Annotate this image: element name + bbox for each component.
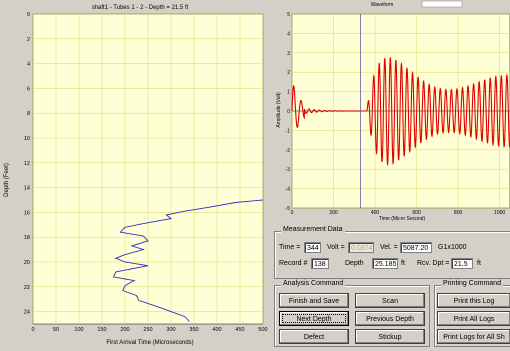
waveform-svg: Waveform 5 4 3 2 1 0 -1 -2 -3 -4 -5 0 200 400 600 800 1…	[272, 0, 510, 222]
velocity-label: Vel. =	[380, 244, 398, 251]
x-tick-label: 300	[166, 327, 175, 333]
volt-label: Volt =	[327, 244, 345, 251]
analysis-command-group: Analysis Command Finish and Save Scan Ne…	[274, 280, 430, 347]
x-tick-label: 1000	[494, 210, 505, 216]
x-tick-label: 0	[31, 327, 34, 333]
depth-field[interactable]: 25.185	[372, 258, 398, 269]
waveform-line	[291, 57, 510, 167]
depth-chart-title: shaft1 - Tubes 1 - 2 - Depth = 21.5 ft	[92, 5, 189, 11]
y-tick-label: -5	[286, 206, 291, 212]
printing-command-title: Printing Command	[441, 280, 503, 287]
record-label: Record #	[279, 260, 308, 267]
volt-field[interactable]: 0.0374	[348, 242, 374, 253]
x-tick-label: 600	[412, 210, 421, 216]
print-all-logs-button[interactable]: Print All Logs	[437, 311, 510, 326]
first-arrival-line	[112, 199, 264, 322]
y-tick-label: 4	[287, 31, 290, 37]
y-tick-label: 0	[27, 12, 30, 18]
x-tick-label: 400	[212, 327, 221, 333]
y-tick-label: 10	[24, 136, 30, 142]
measurement-data-title: Measurement Data	[281, 226, 345, 233]
analysis-command-title: Analysis Command	[281, 280, 346, 287]
y-tick-label: 8	[27, 111, 30, 117]
depth-profile-svg: shaft1 - Tubes 1 - 2 - Depth = 21.5 ft 0…	[4, 5, 268, 346]
time-field[interactable]: 344	[304, 242, 321, 253]
y-tick-label: -3	[286, 167, 291, 173]
receiver-depth-field[interactable]: 21.5	[451, 258, 473, 269]
x-tick-label: 150	[97, 327, 106, 333]
y-tick-label: 22	[24, 285, 30, 291]
scan-button[interactable]: Scan	[355, 293, 425, 308]
y-tick-label: 1	[287, 90, 290, 96]
y-tick-label: 2	[287, 70, 290, 76]
depth-axis-label: Depth (Feet)	[4, 163, 10, 197]
waveform-title: Waveform	[371, 2, 394, 8]
y-tick-label: 6	[27, 86, 30, 92]
y-tick-label: 14	[24, 186, 30, 192]
measurement-data-group: Measurement Data Time = 344 Volt = 0.037…	[274, 226, 510, 279]
record-field[interactable]: 138	[311, 258, 329, 269]
x-tick-label: 450	[235, 327, 244, 333]
velocity-field[interactable]: 5087.20	[400, 242, 432, 253]
g1x-value: 1000	[451, 244, 467, 251]
waveform-selector[interactable]	[421, 0, 463, 8]
amplitude-axis-label: Amplitude (Volt)	[276, 92, 282, 128]
depth-unit: ft	[401, 260, 405, 267]
y-tick-label: -4	[286, 187, 291, 193]
x-tick-label: 350	[189, 327, 198, 333]
y-tick-label: 2	[27, 37, 30, 43]
y-tick-label: 18	[24, 235, 30, 241]
x-tick-label: 800	[454, 210, 463, 216]
x-tick-label: 200	[329, 210, 338, 216]
arrival-time-axis-label: First Arrival Time (Microseconds)	[106, 340, 193, 346]
receiver-depth-label: Rcv. Dpt =	[417, 260, 450, 267]
y-tick-label: 4	[27, 62, 30, 68]
print-this-log-button[interactable]: Print this Log	[437, 293, 510, 308]
y-tick-label: 0	[287, 109, 290, 115]
y-tick-label: 3	[287, 51, 290, 57]
y-tick-label: 24	[24, 310, 30, 316]
x-tick-label: 0	[291, 210, 294, 216]
x-tick-label: 200	[120, 327, 129, 333]
defect-button[interactable]: Defect	[279, 329, 349, 344]
depth-label: Depth	[345, 260, 364, 267]
x-tick-label: 400	[371, 210, 380, 216]
y-tick-label: 5	[287, 12, 290, 18]
receiver-depth-unit: ft	[477, 260, 481, 267]
y-tick-label: -2	[286, 148, 291, 154]
printing-command-group: Printing Command Print this Log Print Al…	[434, 280, 510, 347]
finish-and-save-button[interactable]: Finish and Save	[279, 293, 349, 308]
g1x-label: G1x	[438, 244, 451, 251]
next-depth-button[interactable]: Next Depth	[279, 311, 349, 326]
y-tick-label: 16	[24, 210, 30, 216]
y-tick-label: 20	[24, 260, 30, 266]
depth-profile-chart: shaft1 - Tubes 1 - 2 - Depth = 21.5 ft 0…	[4, 5, 268, 346]
stickup-button[interactable]: Stickup	[355, 329, 425, 344]
x-tick-label: 250	[143, 327, 152, 333]
x-tick-label: 500	[258, 327, 267, 333]
x-tick-label: 100	[74, 327, 83, 333]
y-tick-label: -1	[286, 128, 291, 134]
time-label: Time =	[279, 244, 301, 251]
x-tick-label: 50	[53, 327, 59, 333]
time-axis-label: Time (Micro Second)	[379, 216, 426, 222]
y-tick-label: 12	[24, 161, 30, 167]
waveform-chart: Waveform 5 4 3 2 1 0 -1 -2 -3 -4 -5 0 200 400 600 800 1…	[272, 0, 510, 222]
previous-depth-button[interactable]: Previous Depth	[355, 311, 425, 326]
print-logs-all-shafts-button[interactable]: Print Logs for All Sh	[437, 329, 510, 344]
